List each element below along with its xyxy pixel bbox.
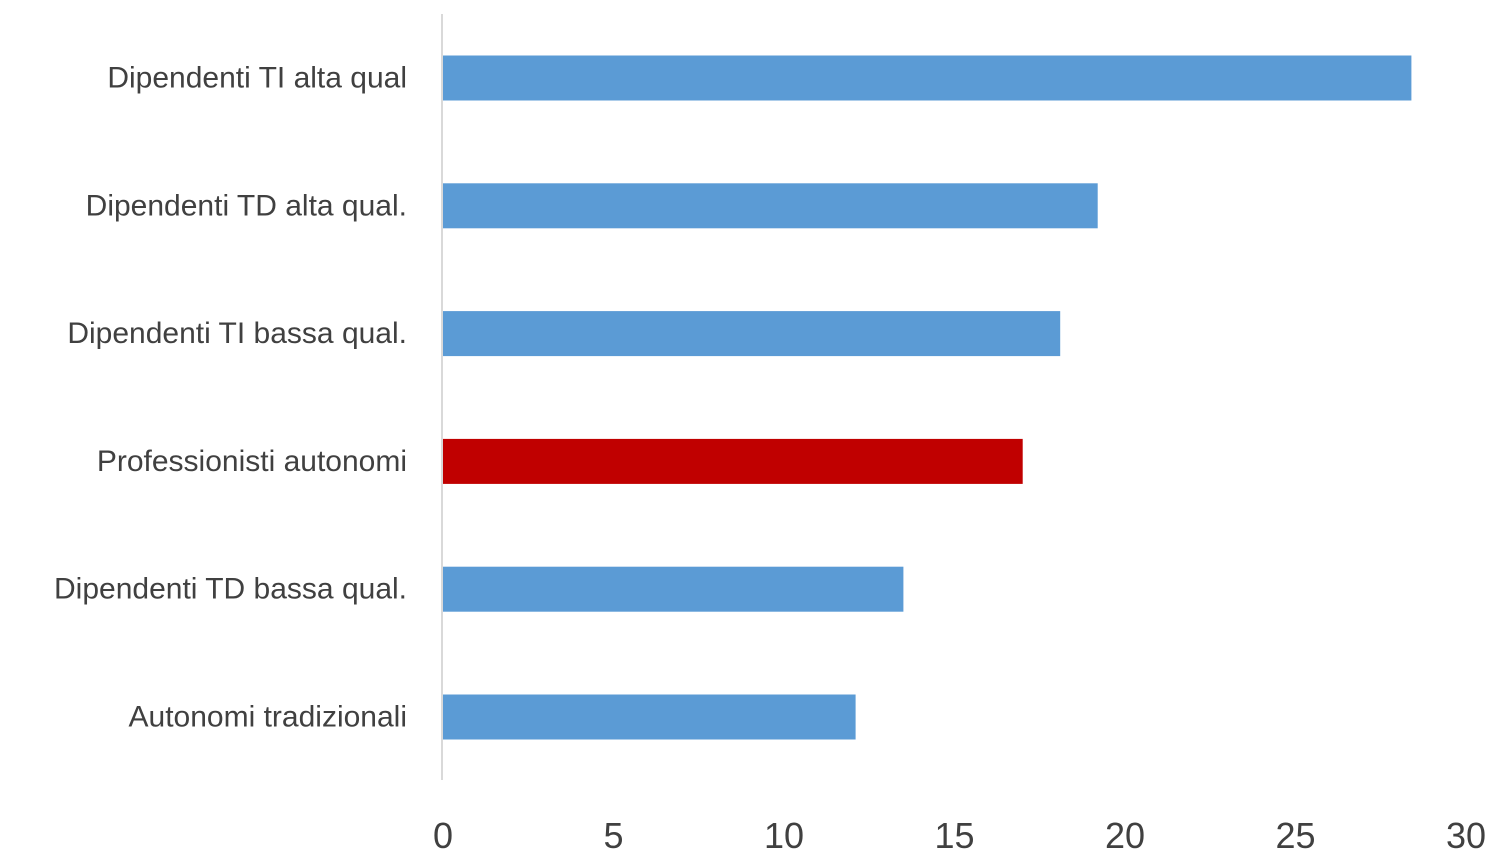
x-tick-label-0: 0: [433, 815, 453, 852]
category-label-dipendenti-td-bassa-qual: Dipendenti TD bassa qual.: [54, 573, 407, 606]
x-tick-label-5: 5: [603, 815, 623, 852]
bar-autonomi-tradizionali: [443, 694, 856, 740]
bar-dipendenti-ti-alta-qual: [443, 55, 1412, 101]
category-label-autonomi-tradizionali: Autonomi tradizionali: [129, 701, 407, 734]
bars-group: [443, 55, 1412, 740]
bar-dipendenti-td-bassa-qual: [443, 566, 904, 612]
bar-dipendenti-td-alta-qual: [443, 183, 1098, 229]
x-tick-label-30: 30: [1446, 815, 1486, 852]
category-label-dipendenti-td-alta-qual: Dipendenti TD alta qual.: [86, 189, 407, 222]
category-label-professionisti-autonomi: Professionisti autonomi: [97, 445, 407, 478]
category-label-dipendenti-ti-bassa-qual: Dipendenti TI bassa qual.: [67, 317, 407, 350]
bar-professionisti-autonomi: [443, 438, 1023, 484]
bar-dipendenti-ti-bassa-qual: [443, 311, 1061, 357]
x-tick-label-15: 15: [934, 815, 974, 852]
x-tick-label-25: 25: [1275, 815, 1315, 852]
x-tick-labels: 0 5 10 15 20 25 30: [433, 815, 1486, 852]
x-tick-label-20: 20: [1105, 815, 1145, 852]
x-tick-label-10: 10: [764, 815, 804, 852]
category-labels: Dipendenti TI alta qual Dipendenti TD alt…: [54, 62, 407, 734]
category-label-dipendenti-ti-alta-qual: Dipendenti TI alta qual: [107, 62, 407, 95]
